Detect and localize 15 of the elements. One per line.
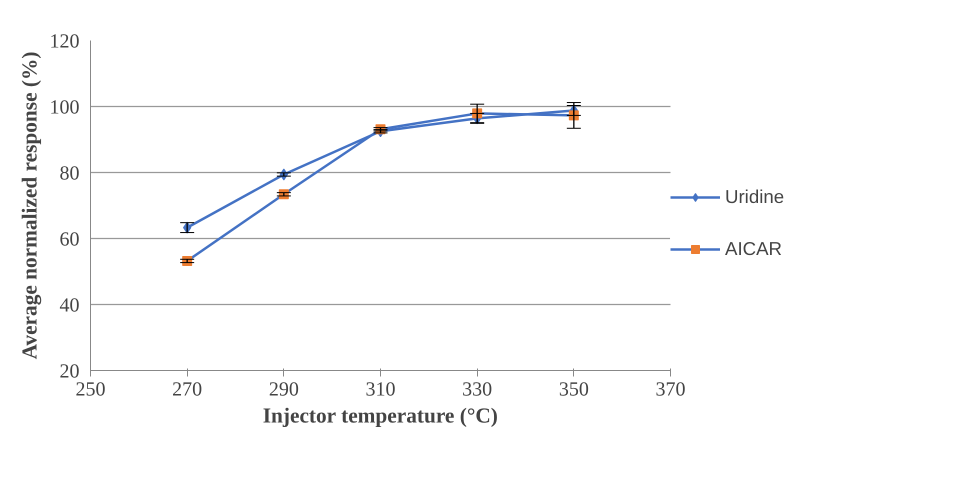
x-tick-label: 350 [558, 378, 589, 400]
y-tick-label: 100 [50, 96, 80, 118]
y-axis-title: Average normalized response (%) [18, 52, 42, 360]
y-tick-label: 120 [50, 30, 80, 52]
y-tick-label: 60 [60, 228, 80, 250]
legend-label: Uridine [725, 186, 784, 208]
x-axis-title: Injector temperature (°C) [262, 404, 498, 428]
x-tick-label: 270 [172, 378, 202, 400]
y-tick-label: 40 [60, 294, 80, 316]
x-tick-label: 330 [462, 378, 492, 400]
y-tick-label: 80 [60, 162, 80, 184]
legend-label: AICAR [725, 238, 782, 260]
x-tick-label: 370 [656, 378, 686, 400]
x-tick-label: 290 [268, 378, 299, 400]
x-tick-label: 310 [366, 378, 396, 400]
